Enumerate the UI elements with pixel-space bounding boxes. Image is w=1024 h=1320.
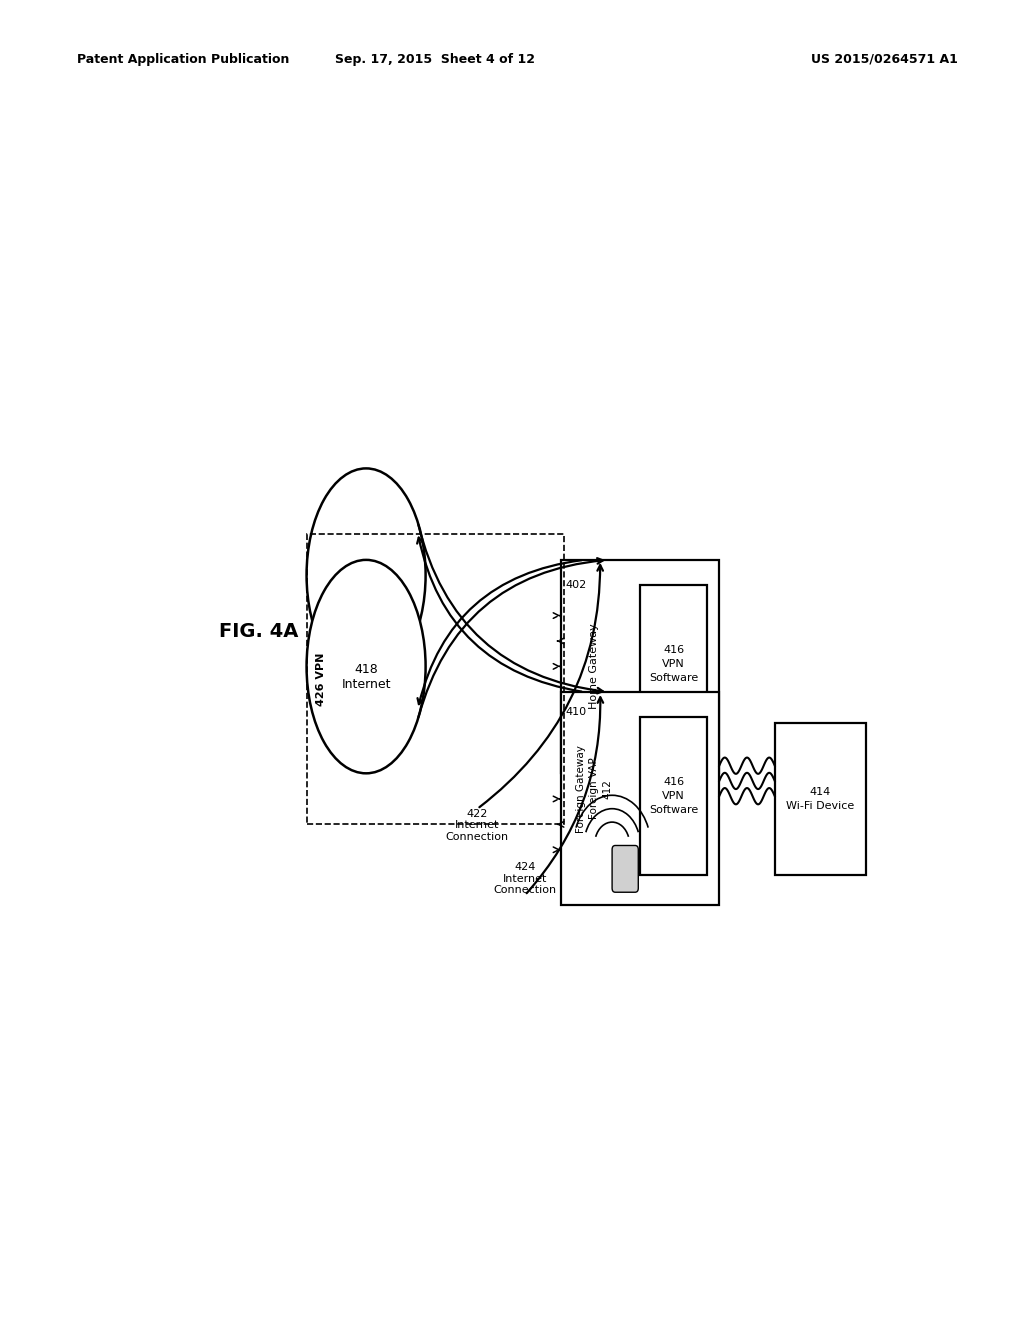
Text: 426 VPN: 426 VPN — [315, 652, 326, 706]
Ellipse shape — [306, 469, 426, 682]
Text: 414
Wi-Fi Device: 414 Wi-Fi Device — [786, 787, 855, 810]
Text: Home Gateway: Home Gateway — [589, 624, 599, 709]
FancyBboxPatch shape — [612, 846, 638, 892]
Text: Patent Application Publication: Patent Application Publication — [77, 53, 289, 66]
Text: 416
VPN
Software: 416 VPN Software — [649, 645, 698, 682]
Text: 402: 402 — [565, 581, 587, 590]
Bar — [306, 535, 564, 824]
Text: 416
VPN
Software: 416 VPN Software — [649, 777, 698, 816]
Bar — [640, 585, 708, 743]
Text: FIG. 4A: FIG. 4A — [219, 622, 299, 640]
Text: Sep. 17, 2015  Sheet 4 of 12: Sep. 17, 2015 Sheet 4 of 12 — [335, 53, 536, 66]
Text: Foreign Gateway
Foreign VAP
412: Foreign Gateway Foreign VAP 412 — [575, 744, 612, 833]
Bar — [560, 692, 719, 906]
Ellipse shape — [306, 560, 426, 774]
Bar — [560, 560, 719, 774]
Ellipse shape — [318, 579, 414, 663]
Text: 424
Internet
Connection: 424 Internet Connection — [494, 862, 556, 895]
Text: US 2015/0264571 A1: US 2015/0264571 A1 — [811, 53, 957, 66]
Bar — [775, 722, 866, 875]
Bar — [640, 718, 708, 875]
Text: 422
Internet
Connection: 422 Internet Connection — [445, 809, 509, 842]
Text: 410: 410 — [565, 708, 587, 717]
Text: 418
Internet: 418 Internet — [341, 663, 391, 690]
